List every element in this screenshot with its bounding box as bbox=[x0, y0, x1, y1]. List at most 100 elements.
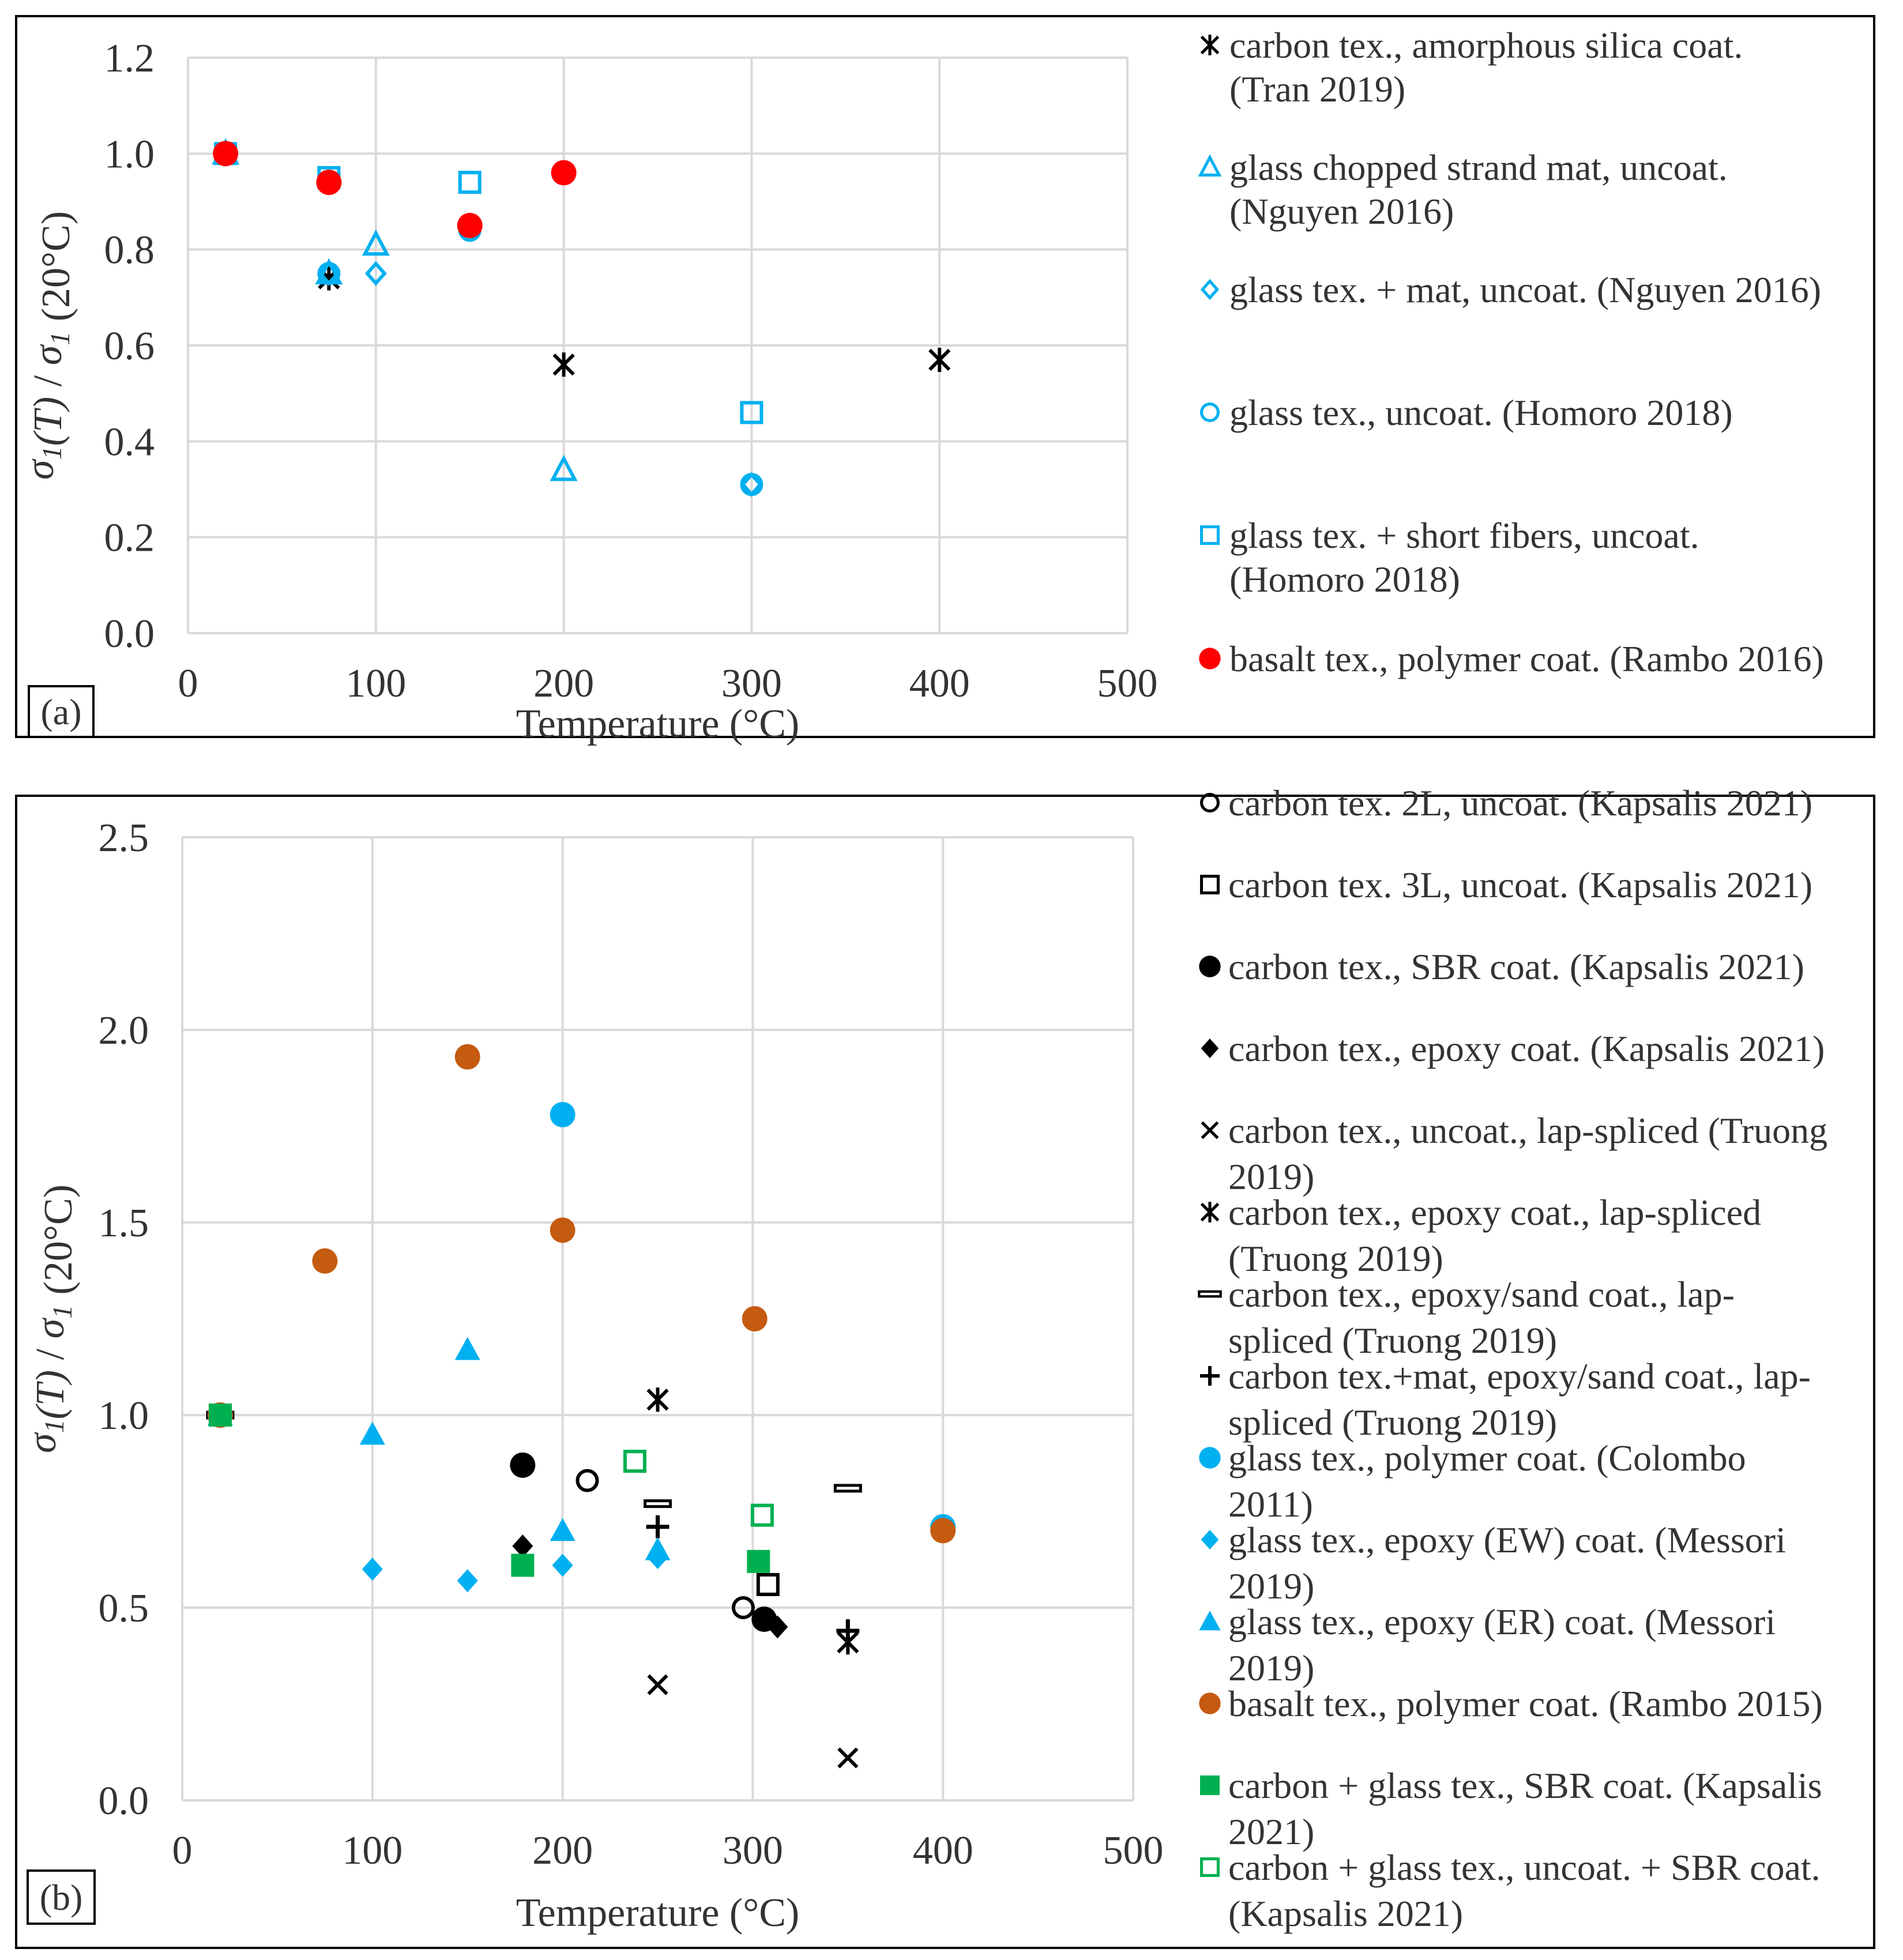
legend-marker bbox=[1200, 1857, 1220, 1878]
legend-item: basalt tex., polymer coat. (Rambo 2016) bbox=[1199, 638, 1824, 679]
y-tick-label: 0.0 bbox=[104, 612, 155, 656]
x-tick-label: 100 bbox=[342, 1829, 403, 1873]
data-point bbox=[731, 1596, 755, 1619]
legend-item: glass tex., epoxy (EW) coat. (Messori 201… bbox=[1201, 1519, 1786, 1607]
series-glass-tex-short-fibers-uncoat-homoro-2018 bbox=[214, 142, 764, 424]
panel-label-box bbox=[27, 1869, 96, 1925]
legend-marker bbox=[1198, 154, 1222, 177]
data-point bbox=[740, 473, 764, 496]
legend-marker bbox=[1200, 279, 1220, 300]
legend-item: carbon tex., SBR coat. (Kapsalis 2021) bbox=[1199, 946, 1804, 987]
x-tick-label: 500 bbox=[1097, 661, 1158, 706]
y-tick-label: 1.2 bbox=[104, 36, 155, 81]
legend-marker bbox=[1200, 1365, 1220, 1386]
legend-item: carbon + glass tex., uncoat. + SBR coat.… bbox=[1200, 1847, 1821, 1934]
legend-item: glass chopped strand mat, uncoat.(Nguyen… bbox=[1198, 147, 1728, 232]
legend: carbon tex. 2L, uncoat. (Kapsalis 2021) c… bbox=[1198, 783, 1827, 1934]
y-tick-label: 0.0 bbox=[99, 1779, 149, 1823]
series-carbon-glass-tex-sbr-coat-kapsalis-2021 bbox=[208, 1404, 770, 1577]
x-axis-title: Temperature (°C) bbox=[516, 702, 799, 746]
x-tick-label: 200 bbox=[533, 661, 594, 706]
x-tick-label: 300 bbox=[721, 661, 782, 706]
legend-item: carbon tex., epoxy/sand coat., lap-splic… bbox=[1198, 1274, 1735, 1361]
panel-a: 0 100 200 300 400 500 0.0 0.2 0.4 0.6 0.8 1.0 1.2 Tem… bbox=[15, 15, 1875, 746]
legend-marker bbox=[1199, 648, 1221, 669]
data-point bbox=[740, 401, 764, 424]
data-point bbox=[550, 1518, 576, 1541]
data-point bbox=[457, 1569, 478, 1593]
data-point bbox=[362, 229, 390, 256]
data-point bbox=[767, 1615, 788, 1639]
legend-label: 2019) bbox=[1228, 1566, 1314, 1607]
legend-marker bbox=[1201, 1121, 1219, 1139]
series-carbon-tex-3l-uncoat-kapsalis-2021 bbox=[208, 1404, 780, 1596]
y-tick-label: 0.8 bbox=[104, 228, 155, 273]
data-point bbox=[362, 1558, 383, 1581]
series-carbon-glass-tex-uncoat-sbr-coat-kapsalis-2021 bbox=[208, 1404, 774, 1527]
series-glass-tex-epoxy-ew-coat-messori-2019 bbox=[209, 1404, 668, 1593]
data-point bbox=[647, 1674, 668, 1695]
legend-marker bbox=[1199, 1692, 1221, 1714]
x-tick-label: 500 bbox=[1103, 1829, 1164, 1873]
legend-label: 2019) bbox=[1228, 1647, 1314, 1688]
legend-label: carbon tex. 3L, uncoat. (Kapsalis 2021) bbox=[1228, 864, 1812, 905]
panel-label: (a) bbox=[40, 691, 81, 732]
x-tick-label: 0 bbox=[178, 661, 198, 706]
legend-marker bbox=[1199, 1611, 1221, 1631]
legend-item: carbon tex., epoxy coat. (Kapsalis 2021) bbox=[1201, 1028, 1825, 1069]
legend-label: carbon tex.+mat, epoxy/sand coat., lap- bbox=[1228, 1356, 1811, 1397]
y-tick-label: 0.6 bbox=[104, 324, 155, 368]
data-point bbox=[512, 1534, 533, 1558]
y-axis-title: σ1(T) / σ1 (20°C) bbox=[18, 211, 78, 480]
data-point bbox=[359, 1421, 385, 1445]
legend-label: carbon tex., SBR coat. (Kapsalis 2021) bbox=[1228, 946, 1804, 987]
data-point bbox=[836, 1619, 860, 1643]
legend-label: spliced (Truong 2019) bbox=[1228, 1320, 1557, 1361]
legend-marker bbox=[1198, 1290, 1222, 1298]
legend-label: 2011) bbox=[1228, 1484, 1313, 1525]
y-tick-label: 1.0 bbox=[104, 132, 155, 176]
legend-item: carbon tex.+mat, epoxy/sand coat., lap-s… bbox=[1200, 1356, 1811, 1443]
legend-label: (Truong 2019) bbox=[1228, 1238, 1443, 1279]
y-tick-label: 2.5 bbox=[99, 816, 149, 860]
legend-label: carbon tex., uncoat., lap-spliced (Truon… bbox=[1228, 1110, 1827, 1151]
y-tick-label: 2.0 bbox=[99, 1009, 149, 1053]
legend-marker bbox=[1200, 1202, 1220, 1222]
data-point bbox=[551, 160, 577, 186]
legend-marker bbox=[1200, 792, 1220, 812]
legend-label: carbon + glass tex., uncoat. + SBR coat. bbox=[1228, 1847, 1821, 1888]
legend-label: basalt tex., polymer coat. (Rambo 2016) bbox=[1229, 638, 1824, 679]
legend-item: glass tex., uncoat. (Homoro 2018) bbox=[1200, 392, 1733, 433]
x-tick-label: 0 bbox=[172, 1829, 193, 1873]
legend-label: carbon + glass tex., SBR coat. (Kapsalis bbox=[1228, 1765, 1822, 1806]
legend-marker bbox=[1199, 955, 1221, 977]
legend-label: glass tex. + short fibers, uncoat. bbox=[1229, 515, 1699, 556]
data-point bbox=[646, 1515, 670, 1538]
legend-marker bbox=[1201, 1530, 1219, 1549]
legend-marker bbox=[1200, 402, 1220, 423]
legend-label: (Tran 2019) bbox=[1229, 69, 1405, 110]
data-point bbox=[623, 1450, 646, 1473]
x-tick-label: 400 bbox=[913, 1829, 973, 1873]
legend-label: carbon tex. 2L, uncoat. (Kapsalis 2021) bbox=[1228, 783, 1812, 823]
data-point bbox=[747, 1549, 770, 1573]
legend-label: (Homoro 2018) bbox=[1229, 559, 1460, 600]
legend-label: carbon tex., epoxy coat., lap-spliced bbox=[1228, 1192, 1761, 1233]
data-point bbox=[213, 141, 239, 167]
data-point bbox=[756, 1572, 780, 1596]
data-point bbox=[511, 1553, 535, 1577]
series-carbon-tex-2l-uncoat-kapsalis-2021 bbox=[208, 1404, 755, 1619]
data-point bbox=[930, 1518, 956, 1544]
legend-label: carbon tex., epoxy coat. (Kapsalis 2021) bbox=[1228, 1028, 1825, 1069]
data-point bbox=[576, 1469, 599, 1492]
legend-label: 2021) bbox=[1228, 1811, 1314, 1852]
legend-label: carbon tex., epoxy/sand coat., lap- bbox=[1228, 1274, 1735, 1315]
series-carbon-tex-sbr-coat-kapsalis-2021 bbox=[207, 1402, 777, 1632]
legend-item: glass tex. + mat, uncoat. (Nguyen 2016) bbox=[1200, 269, 1821, 310]
legend-label: basalt tex., polymer coat. (Rambo 2015) bbox=[1228, 1683, 1823, 1724]
data-point bbox=[208, 1404, 232, 1427]
legend-label: glass tex. + mat, uncoat. (Nguyen 2016) bbox=[1229, 269, 1821, 310]
legend: carbon tex., amorphous silica coat.(Tran… bbox=[1198, 25, 1824, 679]
panel-label-box bbox=[28, 685, 95, 738]
legend-item: glass tex., polymer coat. (Colombo 2011) bbox=[1199, 1438, 1746, 1525]
